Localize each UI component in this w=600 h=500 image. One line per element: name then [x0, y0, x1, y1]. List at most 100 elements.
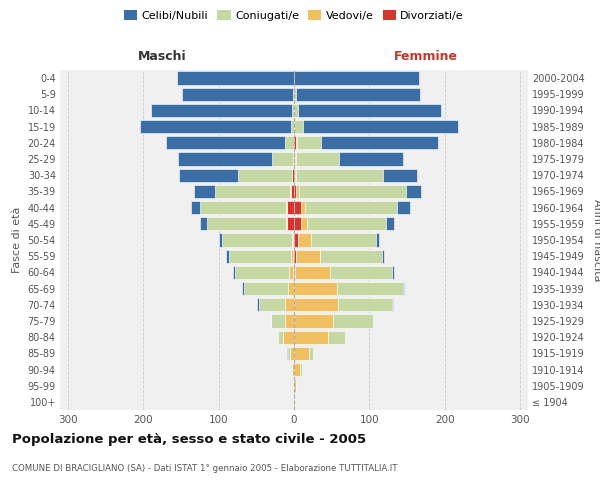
Bar — [292, 168, 294, 182]
Bar — [233, 266, 235, 279]
Bar — [235, 266, 289, 279]
Bar — [295, 266, 330, 279]
Bar — [226, 250, 229, 263]
Bar — [296, 136, 297, 149]
Bar — [383, 168, 417, 182]
Bar — [257, 298, 259, 312]
Bar — [291, 250, 293, 263]
Bar — [296, 152, 338, 166]
Bar — [178, 152, 272, 166]
Bar — [294, 363, 300, 376]
Bar — [338, 152, 403, 166]
Bar — [291, 185, 294, 198]
Bar — [293, 250, 294, 263]
Bar — [293, 266, 294, 279]
Bar — [294, 234, 298, 246]
Bar — [376, 234, 379, 246]
Bar — [305, 201, 397, 214]
Bar — [207, 217, 286, 230]
Bar — [295, 168, 296, 182]
Bar — [151, 104, 292, 117]
Bar — [293, 152, 294, 166]
Bar — [177, 72, 294, 85]
Bar — [293, 88, 294, 101]
Bar — [307, 217, 386, 230]
Bar — [333, 314, 373, 328]
Bar — [290, 346, 294, 360]
Legend: Celibi/Nubili, Coniugati/e, Vedovi/e, Divorziati/e: Celibi/Nubili, Coniugati/e, Vedovi/e, Di… — [119, 6, 469, 25]
Bar — [301, 201, 305, 214]
Bar — [321, 136, 438, 149]
Bar — [294, 314, 333, 328]
Bar — [283, 330, 294, 344]
Bar — [259, 298, 285, 312]
Bar — [294, 330, 328, 344]
Bar — [288, 346, 290, 360]
Bar — [179, 168, 238, 182]
Bar — [294, 298, 338, 312]
Bar — [294, 120, 303, 134]
Bar — [294, 152, 295, 166]
Bar — [287, 346, 288, 360]
Bar — [294, 250, 296, 263]
Bar — [285, 298, 294, 312]
Bar — [271, 314, 285, 328]
Bar — [296, 250, 320, 263]
Bar — [299, 185, 406, 198]
Bar — [215, 185, 290, 198]
Bar — [289, 266, 293, 279]
Bar — [294, 396, 295, 408]
Bar — [292, 363, 294, 376]
Bar — [244, 282, 288, 295]
Bar — [311, 234, 376, 246]
Bar — [300, 363, 302, 376]
Bar — [287, 217, 294, 230]
Bar — [292, 234, 293, 246]
Text: Maschi: Maschi — [137, 50, 187, 62]
Bar — [291, 120, 294, 134]
Text: COMUNE DI BRACIGLIANO (SA) - Dati ISTAT 1° gennaio 2005 - Elaborazione TUTTITALI: COMUNE DI BRACIGLIANO (SA) - Dati ISTAT … — [12, 464, 398, 473]
Bar — [285, 314, 294, 328]
Bar — [298, 234, 311, 246]
Bar — [166, 136, 285, 149]
Bar — [294, 282, 337, 295]
Bar — [296, 185, 299, 198]
Bar — [229, 250, 291, 263]
Bar — [294, 379, 296, 392]
Bar — [298, 104, 441, 117]
Bar — [294, 217, 301, 230]
Bar — [200, 201, 286, 214]
Bar — [294, 168, 295, 182]
Bar — [194, 185, 215, 198]
Bar — [292, 104, 294, 117]
Bar — [392, 298, 393, 312]
Bar — [140, 120, 291, 134]
Bar — [286, 217, 287, 230]
Bar — [286, 201, 287, 214]
Text: Popolazione per età, sesso e stato civile - 2005: Popolazione per età, sesso e stato civil… — [12, 432, 366, 446]
Bar — [191, 201, 200, 214]
Text: Femmine: Femmine — [394, 50, 458, 62]
Bar — [382, 250, 384, 263]
Bar — [330, 266, 392, 279]
Bar — [200, 217, 207, 230]
Bar — [320, 250, 382, 263]
Bar — [294, 72, 419, 85]
Bar — [294, 88, 296, 101]
Bar — [403, 282, 404, 295]
Bar — [303, 120, 458, 134]
Bar — [297, 136, 321, 149]
Bar — [406, 185, 421, 198]
Bar — [309, 346, 313, 360]
Bar — [296, 88, 420, 101]
Bar — [218, 234, 222, 246]
Bar — [285, 136, 294, 149]
Bar — [301, 217, 307, 230]
Bar — [294, 185, 296, 198]
Bar — [242, 282, 244, 295]
Bar — [222, 234, 292, 246]
Bar — [294, 201, 301, 214]
Bar — [294, 266, 295, 279]
Bar — [397, 201, 410, 214]
Bar — [182, 88, 293, 101]
